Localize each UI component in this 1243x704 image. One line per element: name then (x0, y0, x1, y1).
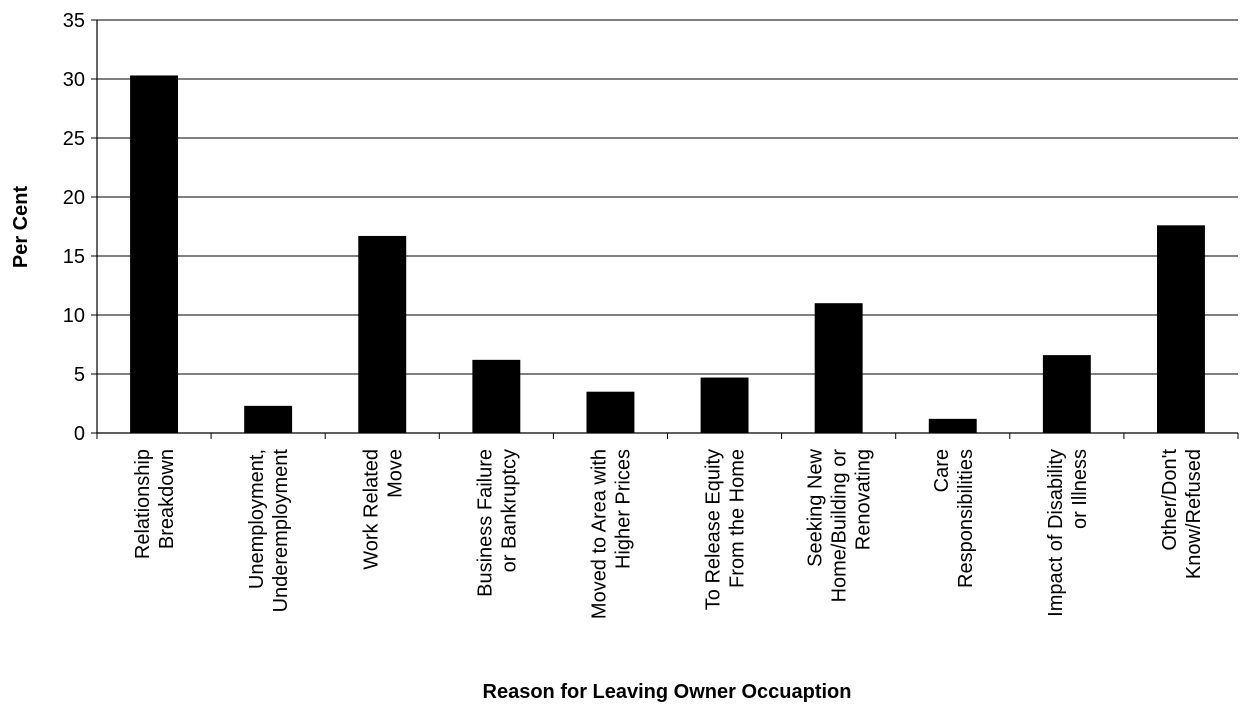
x-axis-title: Reason for Leaving Owner Occuaption (483, 681, 852, 703)
x-category-label: Move (384, 449, 406, 498)
x-category-label: Higher Prices (612, 449, 634, 569)
x-category-label: From the Home (727, 449, 749, 588)
y-tick-label: 30 (63, 69, 85, 91)
bar (586, 391, 635, 433)
y-axis-title: Per Cent (10, 186, 32, 269)
bar (472, 359, 521, 433)
y-tick-label: 15 (63, 246, 85, 268)
bar (1156, 225, 1205, 433)
x-category-label: Know/Refused (1183, 449, 1205, 579)
x-category-label: Care (931, 449, 953, 492)
y-tick-label: 20 (63, 187, 85, 209)
y-tick-label: 5 (74, 364, 85, 386)
x-category-label: Responsibilities (955, 449, 977, 588)
x-category-label: Breakdown (156, 449, 178, 549)
x-category-label: Seeking New (805, 448, 827, 566)
bar (130, 75, 179, 434)
x-category-label: Other/Don't (1159, 449, 1181, 551)
x-category-label: Moved to Area with (588, 449, 610, 619)
y-tick-labels: 0 5 10 15 20 25 30 35 (63, 10, 97, 445)
x-category-label: Work Related (360, 449, 382, 570)
axes (96, 20, 1239, 439)
x-category-label: Business Failure (474, 449, 496, 597)
x-category-label: or Illness (1069, 449, 1091, 529)
bar (244, 405, 293, 433)
y-tick-label: 35 (63, 10, 85, 32)
x-category-label: Home/Building or (829, 449, 851, 603)
bar (358, 235, 407, 433)
y-tick-label: 25 (63, 128, 85, 150)
x-category-label: Underemployment (270, 449, 292, 613)
bars (130, 75, 1205, 434)
x-category-label: Relationship (132, 449, 154, 559)
gridlines (97, 19, 1238, 375)
x-category-label: Unemployment, (246, 449, 268, 589)
y-tick-label: 10 (63, 305, 85, 327)
x-category-label: To Release Equity (703, 449, 725, 610)
y-tick-label: 0 (74, 423, 85, 445)
bar (700, 377, 749, 433)
x-category-label: or Bankruptcy (498, 449, 520, 572)
bar (1042, 355, 1091, 433)
bar (814, 303, 863, 433)
x-category-labels: Relationship Breakdown Unemployment, Undere… (132, 448, 1205, 619)
x-category-label: Impact of Disability (1045, 449, 1067, 617)
bar (928, 418, 977, 433)
x-category-label: Renovating (853, 449, 875, 550)
